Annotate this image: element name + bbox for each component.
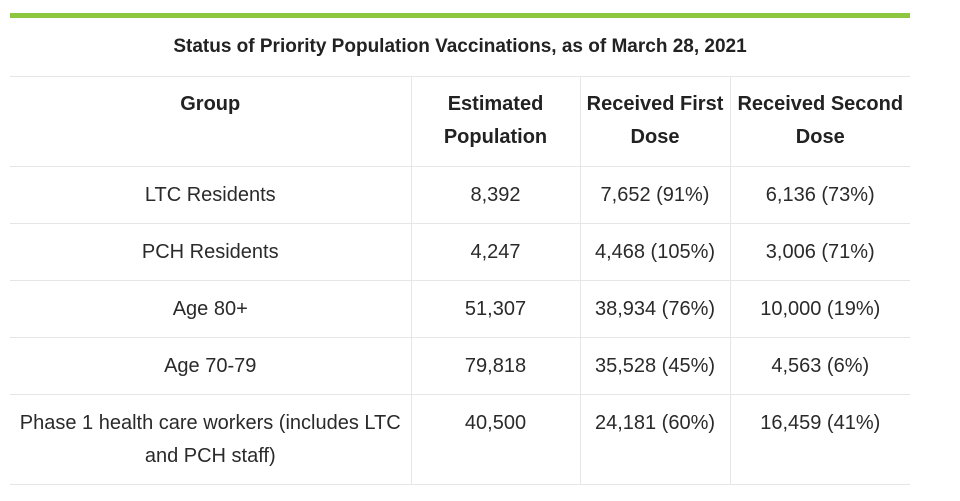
cell-first-dose: 38,934 (76%) [579, 280, 730, 338]
table-row: Phase 1 health care workers (includes LT… [10, 394, 910, 485]
table-header-row: Group Estimated Population Received Firs… [10, 77, 910, 167]
vaccination-status-table: Group Estimated Population Received Firs… [10, 77, 910, 485]
cell-group: Age 80+ [10, 280, 411, 338]
cell-second-dose: 10,000 (19%) [729, 280, 910, 338]
cell-second-dose: 6,136 (73%) [729, 166, 910, 224]
vaccination-status-table-container: Status of Priority Population Vaccinatio… [10, 13, 910, 485]
cell-group: Phase 1 health care workers (includes LT… [10, 394, 411, 485]
cell-first-dose: 4,468 (105%) [579, 223, 730, 281]
green-accent-bar [10, 13, 910, 18]
cell-first-dose: 7,652 (91%) [579, 166, 730, 224]
cell-first-dose: 24,181 (60%) [579, 394, 730, 485]
table-row: PCH Residents 4,247 4,468 (105%) 3,006 (… [10, 223, 910, 281]
table-row: Age 80+ 51,307 38,934 (76%) 10,000 (19%) [10, 280, 910, 338]
table-title: Status of Priority Population Vaccinatio… [10, 18, 910, 77]
header-received-second-dose: Received Second Dose [729, 77, 910, 167]
cell-estimated-population: 8,392 [410, 166, 580, 224]
cell-second-dose: 16,459 (41%) [729, 394, 910, 485]
table-row: LTC Residents 8,392 7,652 (91%) 6,136 (7… [10, 166, 910, 224]
cell-estimated-population: 79,818 [410, 337, 580, 395]
header-group: Group [10, 77, 411, 167]
cell-first-dose: 35,528 (45%) [579, 337, 730, 395]
header-estimated-population: Estimated Population [410, 77, 580, 167]
cell-group: LTC Residents [10, 166, 411, 224]
header-received-first-dose: Received First Dose [579, 77, 730, 167]
cell-group: PCH Residents [10, 223, 411, 281]
table-row: Age 70-79 79,818 35,528 (45%) 4,563 (6%) [10, 337, 910, 395]
cell-estimated-population: 40,500 [410, 394, 580, 485]
cell-group: Age 70-79 [10, 337, 411, 395]
cell-second-dose: 3,006 (71%) [729, 223, 910, 281]
cell-estimated-population: 4,247 [410, 223, 580, 281]
cell-second-dose: 4,563 (6%) [729, 337, 910, 395]
cell-estimated-population: 51,307 [410, 280, 580, 338]
